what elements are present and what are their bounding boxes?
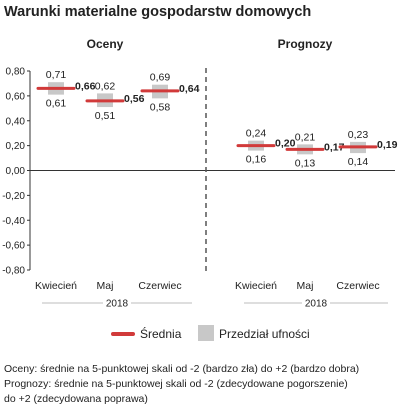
mean-label: 0,64 (179, 83, 200, 95)
year-label-bg (103, 297, 131, 309)
x-category-label: Kwiecień (235, 280, 277, 292)
mean-label: 0,17 (324, 141, 345, 153)
upper-label: 0,24 (246, 128, 267, 140)
mean-label: 0,19 (377, 139, 398, 151)
marks-layer: 0,71 0,61 0,66 0,62 0,51 0,56 0,69 0,58 0,64 0,24… (36, 69, 398, 169)
chart-title: Warunki materialne gospodarstw domowych (4, 4, 312, 20)
y-tick-label: 0,00 (6, 166, 26, 177)
upper-label: 0,21 (295, 131, 316, 143)
x-category-label: Maj (97, 280, 114, 292)
panel-title-prognozy: Prognozy (278, 37, 333, 51)
lower-label: 0,13 (295, 157, 316, 169)
upper-label: 0,71 (46, 69, 67, 81)
legend: Średnia Przedział ufności (111, 325, 310, 341)
year-label: 2018 (106, 299, 129, 310)
panel-title-oceny: Oceny (87, 37, 124, 51)
mean-label: 0,66 (75, 80, 96, 92)
x-category-label: Kwiecień (35, 280, 77, 292)
y-tick-label: 0,60 (6, 91, 26, 102)
x-category-label: Maj (297, 280, 314, 292)
y-tick-label: -0,80 (2, 266, 25, 277)
x-category-label: Czerwiec (336, 280, 379, 292)
lower-label: 0,14 (348, 156, 369, 168)
footnote-oceny: Oceny: średnie na 5-punktowej skali od -… (4, 363, 360, 375)
mean-label: 0,20 (275, 138, 296, 150)
y-tick-label: 0,40 (6, 116, 26, 127)
upper-label: 0,69 (150, 72, 171, 84)
y-tick-label: 0,80 (6, 67, 26, 78)
year-label: 2018 (305, 299, 328, 310)
upper-label: 0,23 (348, 129, 369, 141)
footnote-prognozy: Prognozy: średnie na 5-punktowej skali o… (4, 378, 348, 390)
lower-label: 0,58 (150, 101, 171, 113)
legend-label-interval: Przedział ufności (219, 327, 310, 341)
axis-layer: -0,80 -0,60 -0,40 -0,20 0,00 0,20 0,40 0,60 0,80… (2, 37, 395, 310)
lower-label: 0,16 (246, 154, 267, 166)
mean-label: 0,56 (124, 93, 145, 105)
legend-label-mean: Średnia (140, 326, 182, 341)
legend-swatch-interval (198, 325, 214, 341)
upper-label: 0,62 (95, 80, 116, 92)
y-tick-label: -0,60 (2, 241, 25, 252)
footnote-prognozy-cont: do +2 (zdecydowana poprawa) (4, 393, 148, 405)
lower-label: 0,51 (95, 110, 116, 122)
y-tick-label: 0,20 (6, 141, 26, 152)
x-category-label: Czerwiec (138, 280, 181, 292)
y-tick-label: -0,20 (2, 191, 25, 202)
y-tick-label: -0,40 (2, 216, 25, 227)
lower-label: 0,61 (46, 98, 67, 110)
year-label-bg (302, 297, 330, 309)
